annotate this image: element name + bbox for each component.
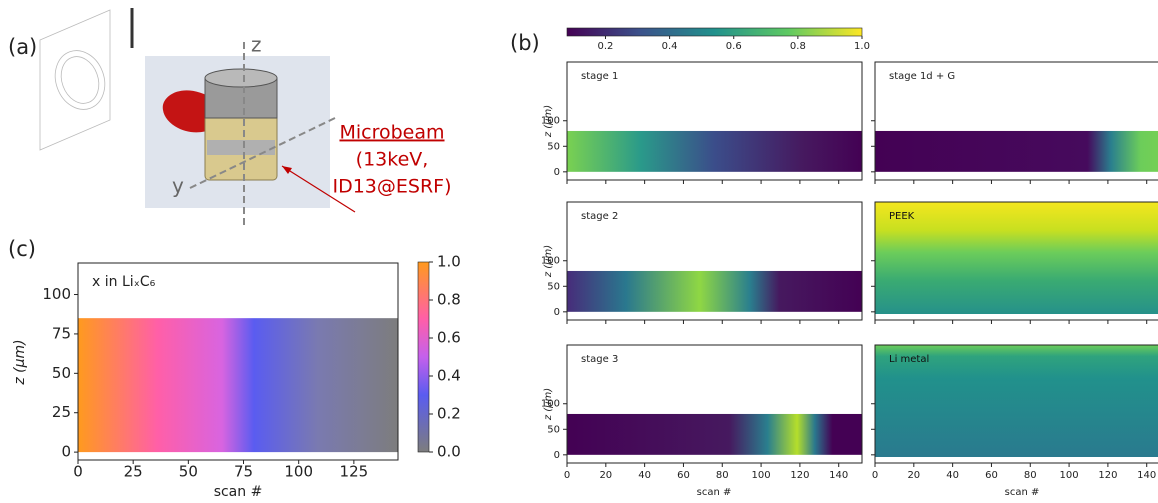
x-axis-label: scan # bbox=[1005, 487, 1040, 498]
x-tick-label: 60 bbox=[677, 470, 690, 481]
x-tick-label: 50 bbox=[179, 463, 198, 481]
y-tick-label: 100 bbox=[541, 256, 560, 267]
x-tick-label: 100 bbox=[752, 470, 771, 481]
x-tick-label: 80 bbox=[1024, 470, 1037, 481]
x-tick-label: 100 bbox=[1060, 470, 1079, 481]
panel-label: (c) bbox=[8, 237, 36, 261]
x-tick-label: 60 bbox=[985, 470, 998, 481]
annotation: x in LiₓC₆ bbox=[92, 274, 156, 290]
y-tick-label: 0 bbox=[554, 307, 560, 318]
y-axis-label: z (μm) bbox=[543, 388, 554, 421]
x-tick-label: 25 bbox=[124, 463, 143, 481]
y-tick-label: 50 bbox=[547, 424, 560, 435]
x-tick-label: 140 bbox=[829, 470, 848, 481]
colorbar-tick-label: 0.0 bbox=[437, 443, 461, 461]
x-tick-label: 125 bbox=[340, 463, 369, 481]
subplot-title: stage 3 bbox=[581, 354, 618, 365]
y-tick-label: 50 bbox=[52, 364, 71, 382]
y-axis-label: z (μm) bbox=[12, 339, 28, 385]
y-axis-label: z (μm) bbox=[543, 245, 554, 278]
heatmap bbox=[875, 202, 1158, 314]
subplot-title: stage 1 bbox=[581, 71, 618, 82]
beam-detail: ID13@ESRF) bbox=[332, 176, 451, 198]
subplot-title: PEEK bbox=[889, 211, 915, 222]
y-tick-label: 100 bbox=[541, 116, 560, 127]
heatmap bbox=[567, 270, 862, 312]
x-tick-label: 0 bbox=[872, 470, 878, 481]
x-tick-label: 120 bbox=[790, 470, 809, 481]
y-axis-label: z (μm) bbox=[543, 105, 554, 138]
heatmap bbox=[875, 345, 1158, 457]
x-tick-label: 40 bbox=[638, 470, 651, 481]
y-tick-label: 0 bbox=[61, 443, 71, 461]
x-tick-label: 100 bbox=[284, 463, 313, 481]
colorbar-tick-label: 0.4 bbox=[437, 367, 461, 385]
y-tick-label: 50 bbox=[547, 141, 560, 152]
colorbar-tick-label: 1.0 bbox=[437, 253, 461, 271]
x-axis-label: scan # bbox=[697, 487, 732, 498]
x-tick-label: 75 bbox=[234, 463, 253, 481]
panel-label: (a) bbox=[8, 35, 37, 59]
y-tick-label: 75 bbox=[52, 324, 71, 342]
colorbar-tick-label: 0.2 bbox=[437, 405, 461, 423]
x-tick-label: 20 bbox=[599, 470, 612, 481]
colorbar-tick-label: 0.2 bbox=[598, 41, 614, 52]
beam-title: Microbeam bbox=[339, 122, 444, 144]
x-tick-label: 0 bbox=[73, 463, 83, 481]
subplot-title: stage 1d + G bbox=[889, 71, 955, 82]
y-tick-label: 50 bbox=[547, 281, 560, 292]
panel-label: (b) bbox=[510, 31, 540, 55]
axes-frame bbox=[77, 262, 399, 461]
y-tick-label: 100 bbox=[541, 399, 560, 410]
heatmap bbox=[567, 130, 862, 172]
x-axis-label: scan # bbox=[214, 484, 263, 499]
subplot-title: stage 2 bbox=[581, 211, 618, 222]
heatmap bbox=[875, 130, 1158, 172]
colorbar-tick-label: 0.8 bbox=[437, 291, 461, 309]
x-tick-label: 20 bbox=[907, 470, 920, 481]
x-tick-label: 140 bbox=[1137, 470, 1156, 481]
colorbar-tick-label: 0.4 bbox=[662, 41, 678, 52]
colorbar bbox=[566, 27, 863, 37]
y-tick-label: 25 bbox=[52, 403, 71, 421]
colorbar-tick-label: 1.0 bbox=[854, 41, 870, 52]
y-tick-label: 0 bbox=[554, 450, 560, 461]
axis-label: z bbox=[251, 33, 262, 57]
x-tick-label: 80 bbox=[716, 470, 729, 481]
beam-detail: (13keV, bbox=[356, 149, 429, 171]
colorbar-tick-label: 0.6 bbox=[437, 329, 461, 347]
y-tick-label: 0 bbox=[554, 167, 560, 178]
setup-sketch bbox=[39, 8, 356, 228]
heatmap bbox=[567, 413, 862, 455]
x-tick-label: 120 bbox=[1098, 470, 1117, 481]
heatmap bbox=[78, 318, 398, 453]
colorbar bbox=[417, 261, 430, 453]
x-tick-label: 40 bbox=[946, 470, 959, 481]
axis-label: y bbox=[172, 174, 184, 198]
x-tick-label: 0 bbox=[564, 470, 570, 481]
colorbar-tick-label: 0.6 bbox=[726, 41, 742, 52]
colorbar-tick-label: 0.8 bbox=[790, 41, 806, 52]
y-tick-label: 100 bbox=[42, 285, 71, 303]
subplot-title: Li metal bbox=[889, 354, 929, 365]
